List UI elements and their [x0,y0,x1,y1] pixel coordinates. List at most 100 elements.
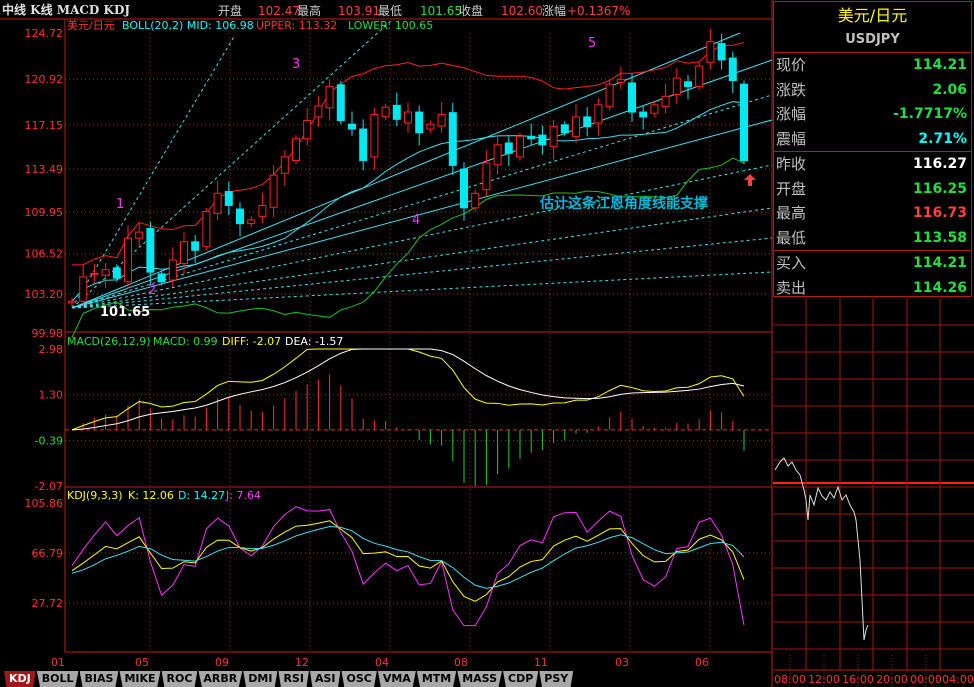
tab-vma[interactable]: VMA [377,671,416,687]
tab-asi[interactable]: ASI [309,671,341,687]
candlesticks [68,28,748,308]
j-line [71,506,745,627]
tab-osc[interactable]: OSC [341,671,377,687]
x-tick-label: 12 [295,656,309,669]
high-value: 103.91 [338,4,380,18]
tab-rsi[interactable]: RSI [278,671,309,687]
time-tick-label: 12:00 [808,673,840,686]
boll-lower-line [71,157,745,338]
candle-down [460,168,468,209]
trend-line [71,119,773,309]
close-label: 收盘 [459,3,483,18]
boll-mid: BOLL(20,2) MID: 106.98 [122,19,254,32]
quote-value: -1.7717% [893,106,967,122]
candle-up [471,192,480,209]
wave-labels: 1 2 3 4 5 [116,36,596,298]
candle-up [303,120,312,140]
wave-label-3: 3 [292,57,300,72]
candle-down [224,190,233,206]
quote-name: 美元/日元 [837,6,908,25]
kdj-chart [71,506,745,627]
candle-down [112,267,121,279]
candle-up [650,104,659,114]
quote-row: 开盘 116.25 [774,177,971,202]
intraday-chart [773,298,974,687]
wave-label-5: 5 [588,36,596,51]
macd-tick-label: -0.39 [35,434,63,447]
candle-down [448,112,457,166]
change-label: 涨幅 [542,3,566,18]
d-value: D: 14.27 [178,489,225,502]
candle-down [527,135,536,140]
candle-down [191,241,200,251]
candle-up [68,300,76,304]
macd-tick-label: -2.07 [35,480,63,493]
quote-row: 昨收 116.27 [774,152,971,177]
tab-mass[interactable]: MASS [457,671,503,687]
change-value: +0.1367% [567,4,630,18]
tab-cdp[interactable]: CDP [503,671,539,687]
candle-up [482,162,491,191]
candle-up [404,111,412,124]
quote-label: 最低 [776,228,807,247]
candle-up [101,269,110,276]
header: 中线 K线 MACD KDJ 开盘 102.47 最高 103.91 最低 10… [2,2,630,18]
tab-kdj[interactable]: KDJ [4,671,36,687]
y-tick-label: 124.72 [25,27,64,40]
quote-value: 116.25 [912,180,967,197]
candle-up [672,77,681,95]
quote-row: 最低 113.58 [774,226,971,251]
k-value: K: 12.06 [128,489,174,502]
tab-dmi[interactable]: DMI [243,671,278,687]
macd-value: MACD: 0.99 [153,335,218,348]
gann-angle-line [71,34,236,309]
candle-up [247,219,256,225]
y-tick-label: 106.52 [25,248,64,261]
candle-up [135,231,144,239]
kdj-tick-label: 66.79 [32,547,64,560]
candle-up [695,65,704,88]
candle-down [146,227,155,273]
tab-roc[interactable]: ROC [161,671,198,687]
candle-up [213,192,222,214]
candle-down [415,111,424,134]
quote-row: 涨幅 -1.7717% [774,102,971,127]
quote-label: 涨跌 [776,80,807,99]
candle-down [392,104,401,120]
close-value: 102.60 [501,4,543,18]
tab-arbr[interactable]: ARBR [198,671,243,687]
candle-down [628,82,636,113]
candle-up [661,95,670,108]
low-value: 101.65 [420,4,462,18]
candle-up [549,126,558,148]
x-tick-label: 03 [615,656,629,669]
tab-psy[interactable]: PSY [539,671,574,687]
x-tick-label: 08 [454,656,468,669]
quote-value: 114.26 [912,279,967,296]
x-tick-label: 06 [695,656,709,669]
y-tick-label: 99.98 [32,327,64,340]
x-tick-label: 01 [51,656,65,669]
candle-down [639,111,648,118]
gann-angle-line [71,94,773,309]
quote-label: 现价 [776,56,807,74]
tab-boll[interactable]: BOLL [36,671,79,687]
quote-label: 最高 [776,204,807,222]
tab-mtm[interactable]: MTM [416,671,457,687]
high-label: 最高 [297,3,321,18]
tab-mike[interactable]: MIKE [119,671,161,687]
trend-line [71,59,773,309]
chart-title: 中线 K线 MACD KDJ [2,2,130,17]
candle-down [504,142,513,154]
candle-up [79,276,88,302]
quote-value: 2.71% [918,130,967,147]
candle-down [583,116,592,128]
quote-group-bidask: 买入 114.21 卖出 114.26 [774,251,971,300]
dea-value: DEA: -1.57 [285,335,343,348]
time-tick-label: 20:00 [876,673,908,686]
candle-up [325,86,334,109]
quote-row: 最高 116.73 [774,201,971,226]
candle-up [314,105,323,118]
x-tick-label: 04 [375,656,389,669]
tab-bias[interactable]: BIAS [79,671,119,687]
